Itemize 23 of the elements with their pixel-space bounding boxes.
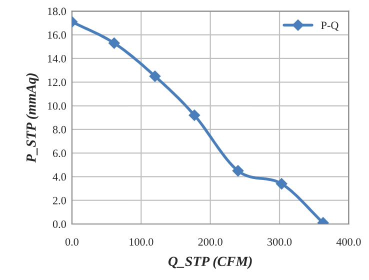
point <box>276 178 288 190</box>
point <box>108 38 120 49</box>
point <box>232 165 244 176</box>
x-tick-label: 100.0 <box>130 238 154 246</box>
x-axis-title: Q_STP (CFM) <box>168 256 252 269</box>
y-tick-label: 0.0 <box>52 220 66 228</box>
point <box>149 70 161 82</box>
y-tick-label: 12.0 <box>48 78 66 86</box>
x-tick-label: 400.0 <box>336 238 361 246</box>
legend-label: P-Q <box>321 22 339 31</box>
y-tick-label: 10.0 <box>48 102 66 110</box>
x-tick-label: 200.0 <box>198 238 222 246</box>
x-tick-label: 0.0 <box>65 238 78 246</box>
point <box>188 110 200 121</box>
y-tick-label: 4.0 <box>52 173 66 181</box>
x-tick-label: 300.0 <box>268 238 292 246</box>
y-tick-label: 14.0 <box>48 54 66 62</box>
y-tick-label: 6.0 <box>52 150 66 158</box>
y-tick-label: 16.0 <box>48 31 66 39</box>
y-axis-title: P_STP (mmAq) <box>26 73 39 163</box>
y-tick-label: 18.0 <box>48 8 66 16</box>
y-tick-label: 2.0 <box>53 196 66 204</box>
y-tick-label: 8.0 <box>52 126 66 134</box>
